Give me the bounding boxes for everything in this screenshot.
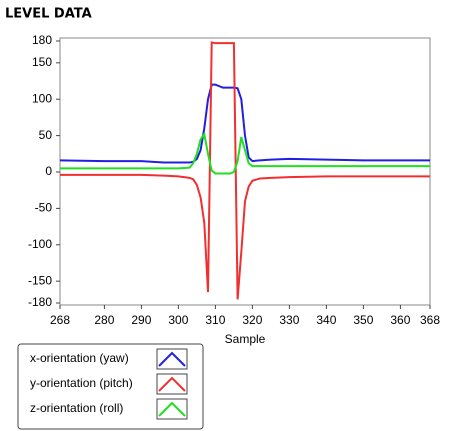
legend-swatch-box — [156, 348, 188, 370]
legend-swatch-box — [156, 373, 188, 395]
x-tick-label: 300 — [168, 313, 188, 327]
y-tick-label: -150 — [28, 273, 52, 287]
y-tick-label: 100 — [32, 91, 52, 105]
plot-area — [59, 37, 431, 306]
x-tick-label: 350 — [353, 313, 373, 327]
y-tick-label: 0 — [45, 164, 52, 178]
x-tick-label: 290 — [131, 313, 151, 327]
x-tick-label: 268 — [50, 313, 70, 327]
legend-swatch — [158, 351, 186, 367]
y-tick-label: 180 — [32, 33, 52, 47]
series-line — [59, 83, 430, 164]
x-tick-label: 340 — [316, 313, 336, 327]
y-tick-label: 50 — [39, 128, 53, 142]
series-line — [60, 41, 430, 300]
x-axis-label: Sample — [225, 332, 266, 346]
legend-swatch — [158, 376, 186, 392]
x-tick-label: 320 — [242, 313, 262, 327]
x-tick-label: 310 — [205, 313, 225, 327]
x-tick-label: 360 — [390, 313, 410, 327]
legend-label: z-orientation (roll) — [30, 401, 123, 415]
y-tick-label: -50 — [35, 201, 53, 215]
legend-swatch-box — [156, 398, 188, 420]
y-tick-label: 150 — [32, 55, 52, 69]
legend-swatch — [158, 401, 186, 417]
x-tick-label: 330 — [279, 313, 299, 327]
x-tick-label: 368 — [420, 313, 440, 327]
x-tick-label: 280 — [94, 313, 114, 327]
chart-title: LEVEL DATA — [5, 7, 92, 22]
y-tick-label: -100 — [28, 237, 52, 251]
series-line — [60, 131, 430, 175]
y-tick-label: -180 — [28, 295, 52, 309]
legend-label: x-orientation (yaw) — [30, 351, 129, 365]
legend-label: y-orientation (pitch) — [30, 376, 133, 390]
